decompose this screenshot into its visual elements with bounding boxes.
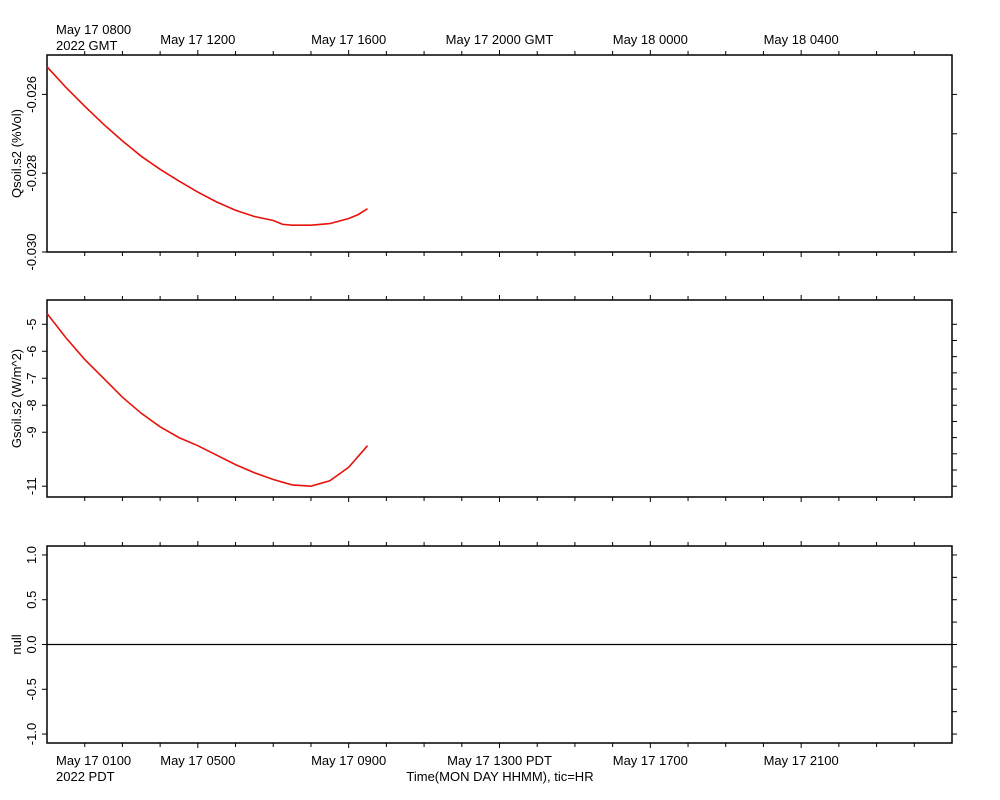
top-time-tick-label: May 18 0400: [764, 32, 839, 47]
y-tick-label: -0.028: [24, 155, 39, 192]
top-time-tick-label: May 18 0000: [613, 32, 688, 47]
data-series-line: [46, 66, 368, 226]
y-tick-label: 0.0: [24, 635, 39, 653]
y-tick-label: -0.5: [24, 678, 39, 700]
chart-panel-3: 1.0 0.5 0.0 -0.5 -1.0 null: [9, 541, 957, 748]
bottom-start-date-label: May 17 0100: [56, 753, 131, 768]
y-axis-title: Qsoil.s2 (%Vol): [9, 109, 24, 198]
panel-frame: [46, 54, 953, 253]
y-tick-label: -8: [24, 399, 39, 411]
chart-panel-2: -5 -6 -7 -8 -9 -11 Gsoil.s2 (W/m^2): [9, 295, 957, 502]
bottom-time-tick-label: May 17 0500: [160, 753, 235, 768]
top-year-zone-label: 2022 GMT: [56, 38, 117, 53]
bottom-time-tick-label: May 17 1700: [613, 753, 688, 768]
y-tick-label: -6: [24, 346, 39, 358]
bottom-time-tick-label: May 17 2100: [764, 753, 839, 768]
panel-frame: [46, 299, 953, 498]
y-tick-label: -0.026: [24, 76, 39, 113]
data-series-line: [46, 313, 369, 488]
y-tick-label: -5: [24, 319, 39, 331]
bottom-time-tick-label: May 17 0900: [311, 753, 386, 768]
top-time-tick-label: May 17 1200: [160, 32, 235, 47]
y-tick-label: -0.030: [24, 234, 39, 271]
top-time-tick-label: May 17 2000 GMT: [446, 32, 554, 47]
top-start-date-label: May 17 0800: [56, 22, 131, 37]
y-axis-title: Gsoil.s2 (W/m^2): [9, 349, 24, 448]
y-tick-label: 1.0: [24, 546, 39, 564]
bottom-time-tick-label: May 17 1300 PDT: [447, 753, 552, 768]
x-axis-title: Time(MON DAY HHMM), tic=HR: [406, 769, 593, 784]
top-time-tick-label: May 17 1600: [311, 32, 386, 47]
bottom-year-zone-label: 2022 PDT: [56, 769, 115, 784]
y-tick-label: -11: [24, 477, 39, 495]
y-tick-label: -9: [24, 426, 39, 438]
chart-panel-1: -0.026 -0.028 -0.030 Qsoil.s2 (%Vol): [9, 50, 957, 270]
y-tick-label: -1.0: [24, 723, 39, 745]
y-tick-label: -7: [24, 373, 39, 385]
y-tick-label: 0.5: [24, 591, 39, 609]
y-axis-title: null: [9, 634, 24, 654]
